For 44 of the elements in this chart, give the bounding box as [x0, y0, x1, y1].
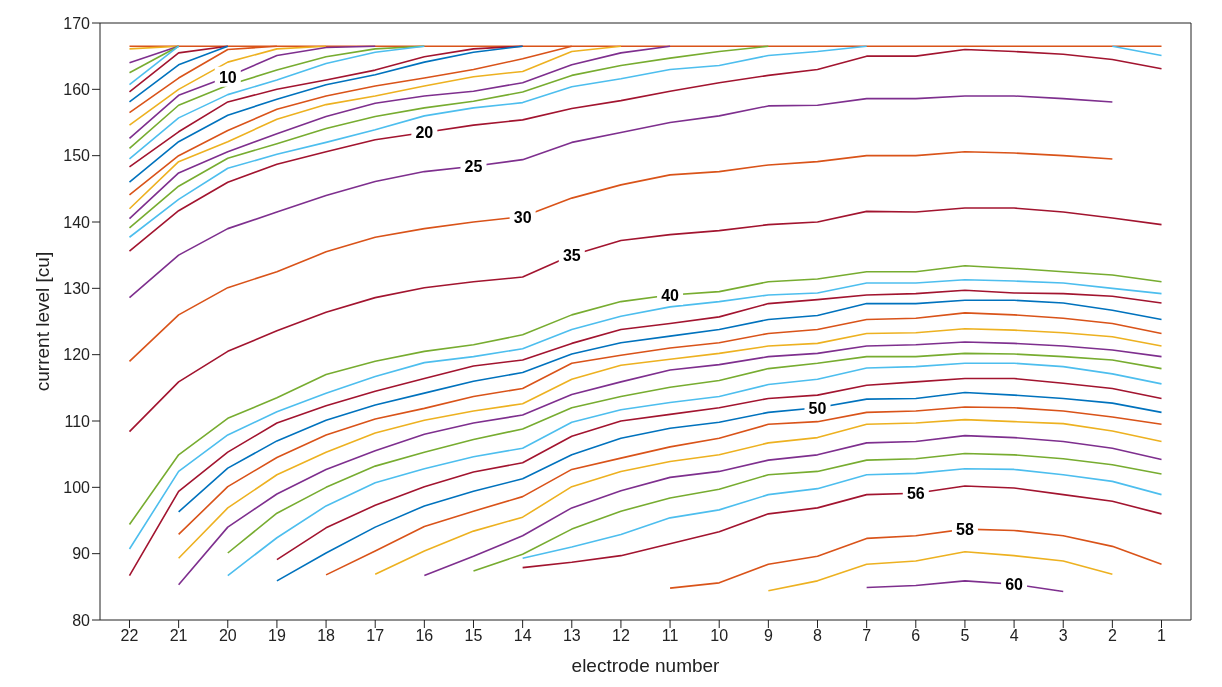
annotation: 25: [464, 158, 483, 176]
y-tick-label: 140: [63, 213, 91, 231]
x-tick-label: 5: [960, 627, 970, 645]
annotation: 56: [906, 485, 925, 503]
y-axis-title: current level [cu]: [31, 251, 53, 392]
x-tick-label: 15: [464, 627, 483, 645]
x-tick-label: 6: [911, 627, 921, 645]
x-tick-label: 16: [415, 627, 434, 645]
y-tick-label: 120: [63, 346, 91, 364]
annotation: 30: [513, 208, 532, 226]
x-tick-label: 9: [763, 627, 773, 645]
y-tick-label: 170: [63, 14, 91, 32]
y-tick-label: 100: [63, 479, 91, 497]
y-tick-label: 80: [72, 611, 91, 629]
x-tick-label: 13: [562, 627, 581, 645]
x-tick-label: 2: [1107, 627, 1117, 645]
annotation: 20: [415, 124, 434, 142]
annotation: 10: [218, 68, 237, 86]
annotation: 35: [562, 247, 581, 265]
x-tick-label: 20: [218, 627, 237, 645]
x-tick-label: 8: [813, 627, 823, 645]
x-tick-label: 19: [268, 627, 286, 645]
x-tick-label: 3: [1058, 627, 1068, 645]
x-tick-label: 7: [862, 627, 872, 645]
x-tick-label: 12: [612, 627, 630, 645]
x-tick-label: 1: [1157, 627, 1167, 645]
x-tick-label: 18: [317, 627, 336, 645]
y-tick-label: 160: [63, 81, 91, 99]
x-tick-label: 17: [366, 627, 385, 645]
x-tick-label: 10: [710, 627, 729, 645]
annotation: 40: [661, 286, 680, 304]
annotation: 60: [1005, 576, 1024, 594]
y-tick-label: 150: [63, 147, 91, 165]
x-tick-label: 4: [1009, 627, 1019, 645]
x-axis-title: electrode number: [571, 655, 721, 676]
y-tick-label: 90: [72, 545, 91, 563]
annotation: 58: [956, 521, 974, 539]
x-tick-label: 14: [513, 627, 532, 645]
x-tick-label: 21: [169, 627, 188, 645]
x-tick-label: 11: [661, 627, 679, 645]
y-tick-label: 110: [64, 412, 91, 430]
annotation: 50: [808, 399, 827, 417]
y-tick-label: 130: [63, 280, 91, 298]
x-tick-label: 22: [120, 627, 139, 645]
